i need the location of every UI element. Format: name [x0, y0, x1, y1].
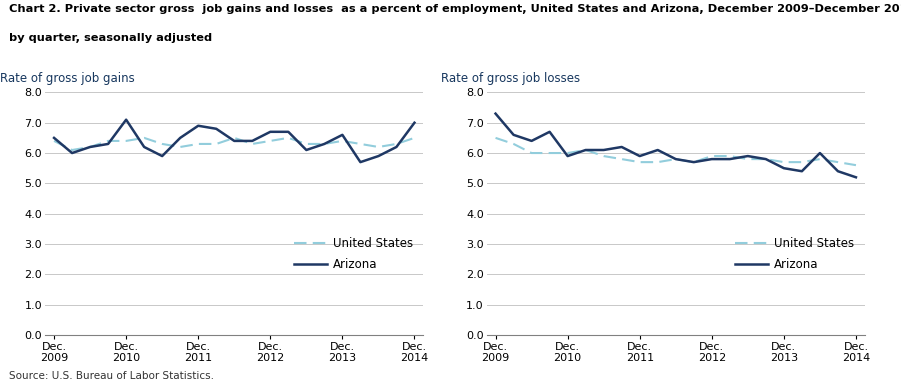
Text: by quarter, seasonally adjusted: by quarter, seasonally adjusted: [9, 33, 212, 43]
Legend: United States, Arizona: United States, Arizona: [289, 232, 417, 276]
Text: Rate of gross job gains: Rate of gross job gains: [0, 72, 134, 85]
Legend: United States, Arizona: United States, Arizona: [731, 232, 859, 276]
Text: Rate of gross job losses: Rate of gross job losses: [441, 72, 580, 85]
Text: Chart 2. Private sector gross  job gains and losses  as a percent of employment,: Chart 2. Private sector gross job gains …: [9, 4, 901, 14]
Text: Source: U.S. Bureau of Labor Statistics.: Source: U.S. Bureau of Labor Statistics.: [9, 371, 214, 381]
